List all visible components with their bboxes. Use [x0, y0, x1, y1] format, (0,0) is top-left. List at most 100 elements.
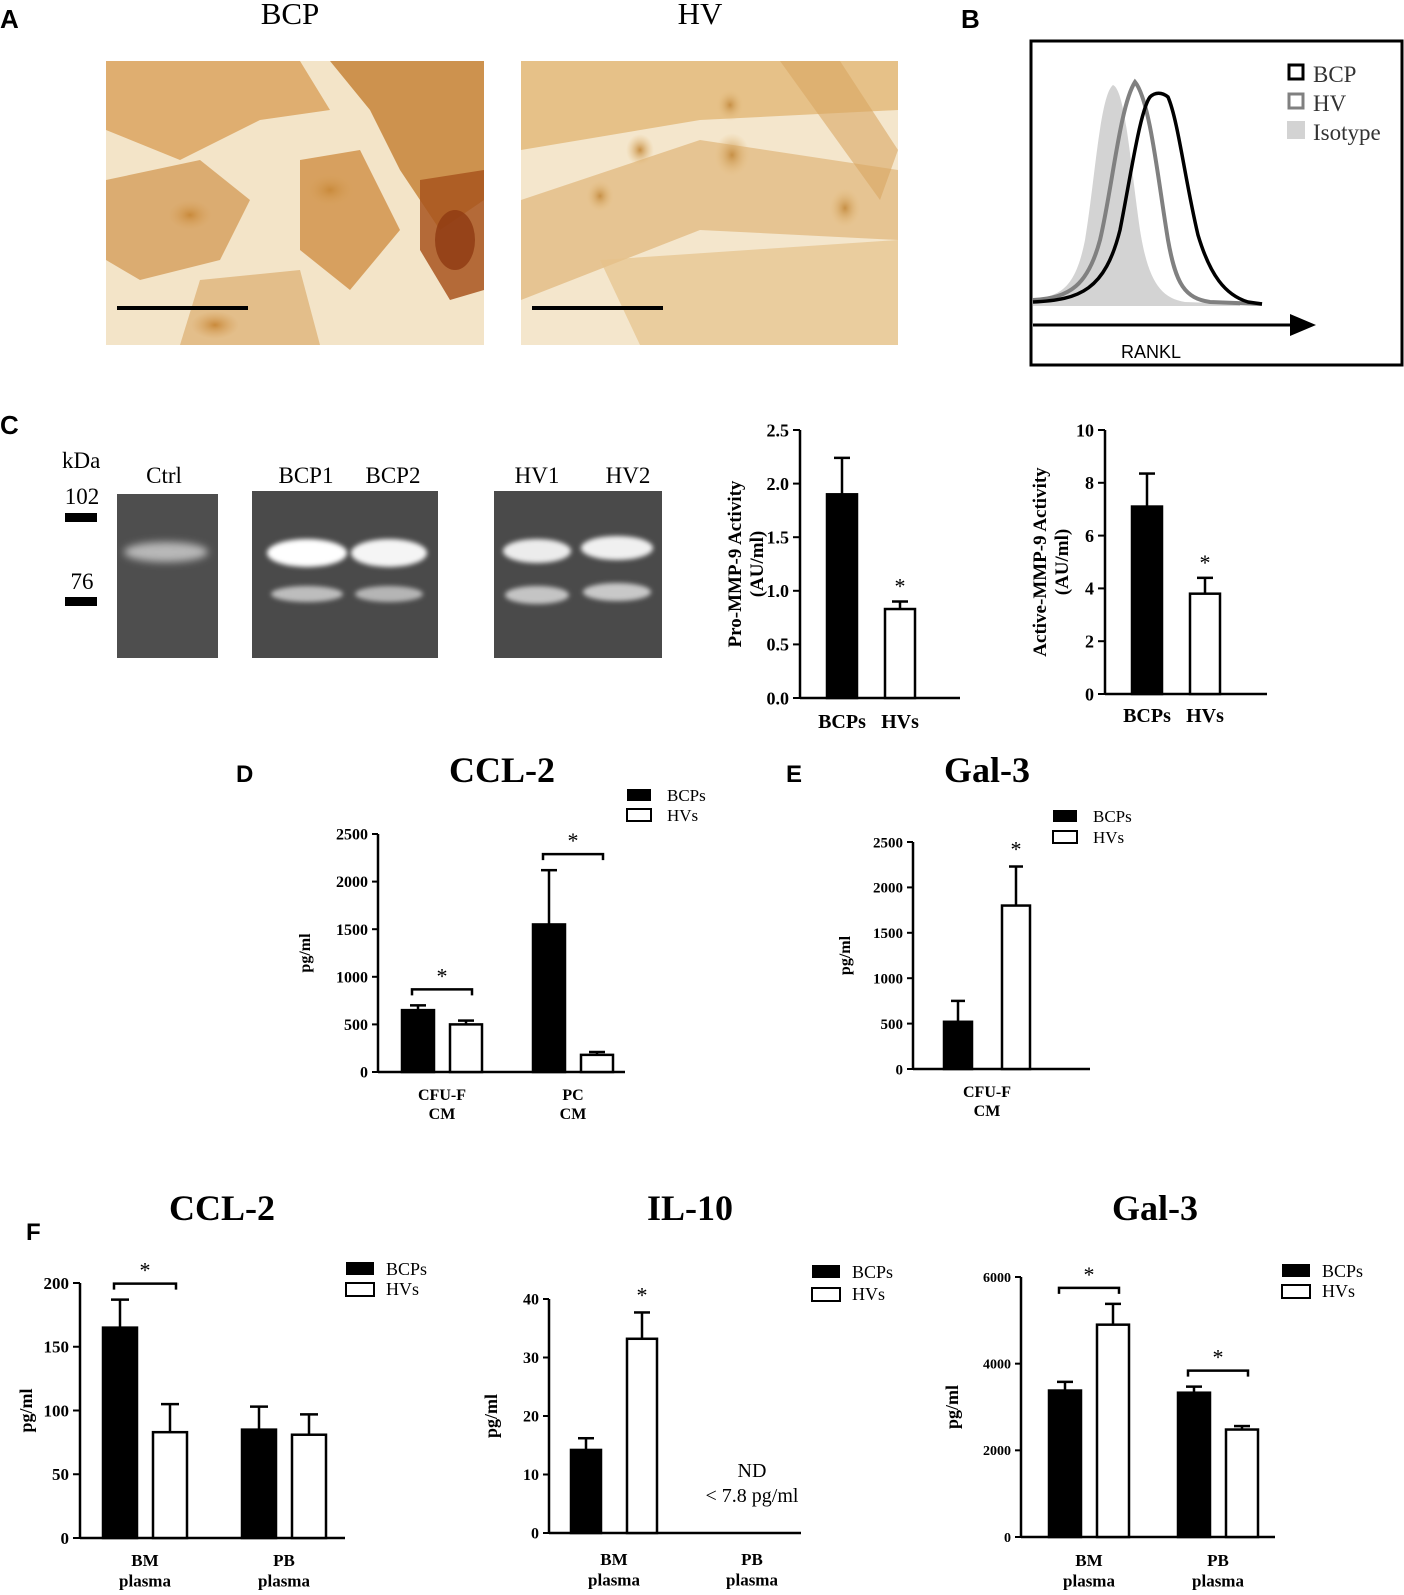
significance-bracket-f_ccl2	[112, 1282, 178, 1290]
flow-frame	[1029, 39, 1404, 367]
y-tick-label-f_il10: 30	[523, 1350, 539, 1367]
lane-label-hv1: HV1	[515, 463, 560, 488]
significance-d_ccl2: *	[568, 828, 579, 853]
category-label-d_ccl2: CFU-F CM	[418, 1087, 466, 1123]
y-tick-label-pro_mmp9: 2.5	[767, 420, 790, 440]
legend-f-il10: BCPs HVs	[811, 1262, 893, 1304]
bar-f_ccl2-0-0	[101, 1326, 139, 1540]
il10-nd-label: ND	[738, 1460, 767, 1482]
bar-f_ccl2-1-1	[290, 1433, 328, 1540]
histogram-hv	[1032, 78, 1263, 306]
y-tick-label-f_gal3: 6000	[983, 1271, 1011, 1286]
legend-f2-label-hvs: HVs	[852, 1284, 885, 1304]
bar-active_mmp9-1	[1188, 592, 1222, 696]
y-tick-label-active_mmp9: 2	[1085, 632, 1094, 652]
y-tick-label-f_gal3: 2000	[983, 1444, 1011, 1459]
y-tick-label-f_ccl2: 150	[44, 1338, 70, 1357]
panel-letter-b: B	[961, 4, 980, 34]
marker-label-102: 102	[65, 484, 100, 509]
histogram-isotype	[1033, 85, 1240, 306]
bar-pro_mmp9-0	[825, 493, 859, 700]
label-hv-image: HV	[678, 0, 723, 31]
flow-xlabel: RANKL	[1121, 342, 1181, 362]
title-e-gal3: Gal-3	[944, 750, 1030, 790]
legend-d-label-bcps: BCPs	[667, 786, 706, 805]
significance-pro_mmp9: *	[895, 574, 906, 599]
y-tick-label-f_ccl2: 50	[52, 1465, 69, 1484]
legend-d-swatch-hvs	[626, 808, 652, 822]
micrograph-bcp	[106, 61, 484, 345]
bar-f_gal3-1-0	[1176, 1391, 1212, 1539]
y-tick-label-d_ccl2: 2500	[336, 827, 368, 844]
y-tick-label-active_mmp9: 10	[1076, 420, 1094, 440]
panel-letter-e: E	[786, 761, 802, 788]
bar-d_ccl2-0-0	[400, 1008, 436, 1074]
marker-band-76	[65, 597, 97, 606]
legend-f2-label-bcps: BCPs	[852, 1262, 893, 1282]
panel-b: RANKL BCP HV Isotype	[1029, 39, 1404, 367]
y-tick-label-e_gal3: 2500	[873, 835, 903, 851]
legend-e-swatch-bcps	[1053, 810, 1077, 822]
y-tick-label-d_ccl2: 0	[360, 1065, 368, 1082]
significance-f_il10: *	[637, 1282, 648, 1307]
marker-label-76: 76	[71, 569, 94, 594]
legend-label-isotype: Isotype	[1313, 120, 1381, 145]
legend-f3-swatch-bcps	[1282, 1264, 1310, 1277]
panel-letter-c: C	[0, 410, 19, 440]
title-f-il10: IL-10	[647, 1188, 733, 1228]
category-label-e_gal3: CFU-F CM	[963, 1084, 1011, 1120]
title-f-ccl2: CCL-2	[169, 1188, 275, 1228]
significance-f_ccl2: *	[140, 1258, 151, 1283]
y-tick-label-f_ccl2: 0	[61, 1529, 70, 1548]
y-tick-label-e_gal3: 2000	[873, 881, 903, 897]
category-label-active_mmp9: HVs	[1186, 705, 1224, 727]
lane-label-bcp2: BCP2	[366, 463, 421, 488]
legend-d: BCPs HVs	[626, 786, 706, 825]
bar-active_mmp9-0	[1130, 505, 1164, 696]
lane-label-bcp1: BCP1	[279, 463, 334, 488]
y-axis-label-pro_mmp9: Pro-MMP-9 Activity(AU/ml)	[725, 480, 768, 647]
bar-e_gal3-0-0	[942, 1020, 974, 1071]
legend-e: BCPs HVs	[1052, 807, 1132, 847]
y-tick-label-active_mmp9: 8	[1085, 473, 1094, 493]
legend-d-label-hvs: HVs	[667, 806, 698, 825]
legend-f1-swatch-bcps	[346, 1262, 374, 1275]
category-label-pro_mmp9: BCPs	[818, 711, 866, 733]
histogram-bcp	[1032, 91, 1263, 306]
y-tick-label-pro_mmp9: 0.0	[767, 688, 790, 708]
y-tick-label-f_il10: 0	[531, 1526, 539, 1543]
y-tick-label-f_ccl2: 200	[44, 1274, 70, 1293]
y-axis-label-f_gal3: pg/ml	[942, 1385, 962, 1429]
legend-f1-swatch-hvs	[345, 1282, 375, 1297]
legend-swatch-isotype	[1287, 121, 1305, 139]
category-label-d_ccl2: PC CM	[560, 1087, 587, 1123]
y-tick-label-active_mmp9: 6	[1085, 526, 1094, 546]
panel-letter-a: A	[0, 4, 19, 34]
significance-e_gal3: *	[1011, 837, 1022, 862]
gel-bcp	[252, 491, 438, 658]
category-label-f_gal3: PB plasma	[1192, 1551, 1244, 1590]
legend-f-gal3: BCPs HVs	[1281, 1261, 1363, 1301]
legend-d-swatch-bcps	[627, 789, 651, 801]
y-tick-label-f_il10: 40	[523, 1292, 539, 1309]
bar-f_gal3-1-1	[1224, 1428, 1260, 1539]
y-axis-label-e_gal3: pg/ml	[837, 935, 854, 975]
label-bcp-image: BCP	[261, 0, 320, 31]
marker-band-102	[65, 513, 97, 522]
y-axis-label-f_il10: pg/ml	[481, 1394, 501, 1438]
scale-bar-hv	[532, 306, 663, 310]
panel-letter-d: D	[236, 761, 253, 788]
legend-f3-label-bcps: BCPs	[1322, 1261, 1363, 1281]
significance-f_gal3: *	[1213, 1345, 1224, 1370]
category-label-f_gal3: BM plasma	[1063, 1551, 1115, 1590]
bar-f_ccl2-1-0	[240, 1428, 278, 1540]
bar-f_gal3-0-0	[1047, 1389, 1083, 1539]
legend-swatch-hv	[1287, 92, 1305, 110]
charts: 0.0 0.5 1.0 1.5 2.0 2.5 Pro-MMP-9 Activity(AU/…	[16, 420, 1275, 1590]
bar-d_ccl2-1-1	[579, 1053, 615, 1074]
legend-f2-swatch-hvs	[811, 1287, 841, 1302]
legend-e-swatch-hvs	[1052, 830, 1078, 844]
gel-unit: kDa	[62, 448, 100, 473]
legend-f1-label-bcps: BCPs	[386, 1259, 427, 1279]
